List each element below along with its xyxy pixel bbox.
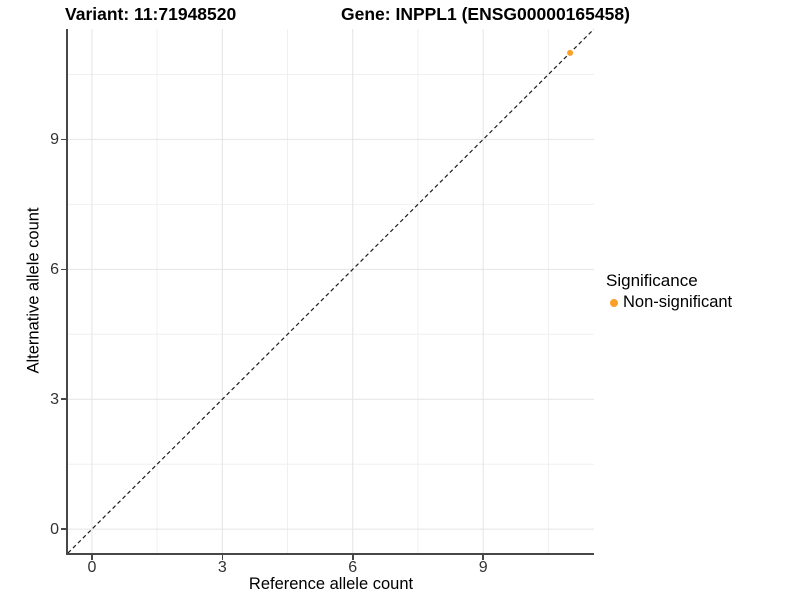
data-point <box>567 49 574 56</box>
x-axis-title: Reference allele count <box>248 575 414 593</box>
identity-dashed-line <box>68 29 594 553</box>
legend-key-box <box>606 295 622 311</box>
plot-title-variant: Variant: 11:71948520 <box>65 4 237 24</box>
x-tick-label: 6 <box>348 559 358 576</box>
x-axis-line <box>66 553 594 555</box>
y-tick-label: 0 <box>50 520 59 538</box>
x-tick-label: 9 <box>478 559 488 576</box>
legend-item-label: Non-significant <box>623 293 733 311</box>
y-tick-mark <box>61 268 66 271</box>
y-tick-mark <box>61 138 66 141</box>
y-tick-label: 3 <box>50 390 59 408</box>
plot-title-gene: Gene: INPPL1 (ENSG00000165458) <box>341 4 630 24</box>
x-tick-mark <box>221 555 224 560</box>
x-tick-label: 3 <box>217 559 227 576</box>
y-tick-label: 6 <box>50 260 59 278</box>
legend-item-non-significant: Non-significant <box>606 293 732 312</box>
legend: Significance Non-significant <box>606 271 732 312</box>
legend-title: Significance <box>606 271 698 290</box>
x-tick-label: 0 <box>87 559 97 576</box>
x-tick-mark <box>351 555 354 560</box>
y-tick-mark <box>61 528 66 530</box>
y-axis-line <box>66 29 68 555</box>
plot-panel <box>68 29 594 553</box>
y-tick-mark <box>61 398 66 401</box>
x-tick-mark <box>91 555 93 560</box>
x-tick-mark <box>482 555 484 560</box>
y-tick-label: 9 <box>50 130 59 148</box>
scatter-plot-canvas <box>68 29 594 553</box>
y-axis-title-text: Alternative allele count <box>24 206 43 374</box>
legend-point-icon <box>610 298 618 307</box>
